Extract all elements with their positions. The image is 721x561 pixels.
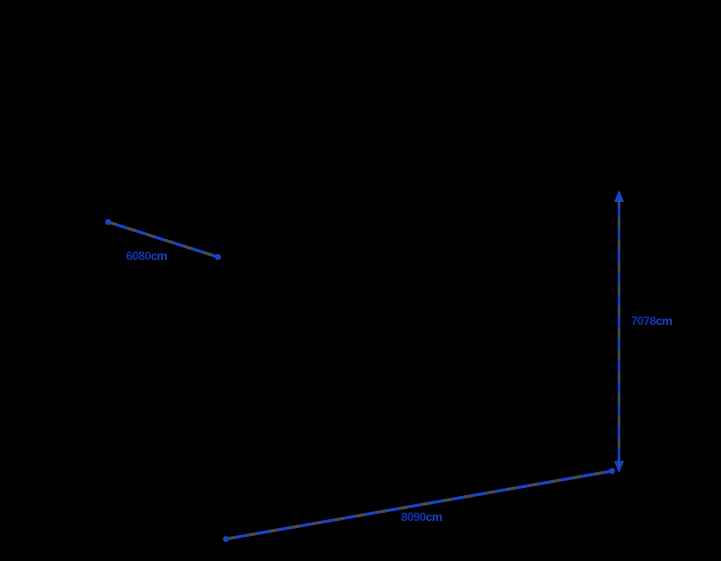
lower-diagonal-dimension-line xyxy=(224,469,614,541)
upper-diagonal-dimension-line xyxy=(106,220,220,259)
upper-diagonal-dimension-group xyxy=(105,219,221,260)
lower-diagonal-end-marker xyxy=(609,468,615,474)
lower-diagonal-dimension-group xyxy=(223,468,615,542)
vertical-arrow-up-icon xyxy=(614,190,624,202)
lower-diagonal-start-marker xyxy=(223,536,229,542)
upper-diagonal-end-marker xyxy=(215,254,221,260)
upper-diagonal-start-marker xyxy=(105,219,111,225)
vertical-dimension-group xyxy=(614,190,624,473)
vertical-arrow-down-icon xyxy=(614,461,624,473)
